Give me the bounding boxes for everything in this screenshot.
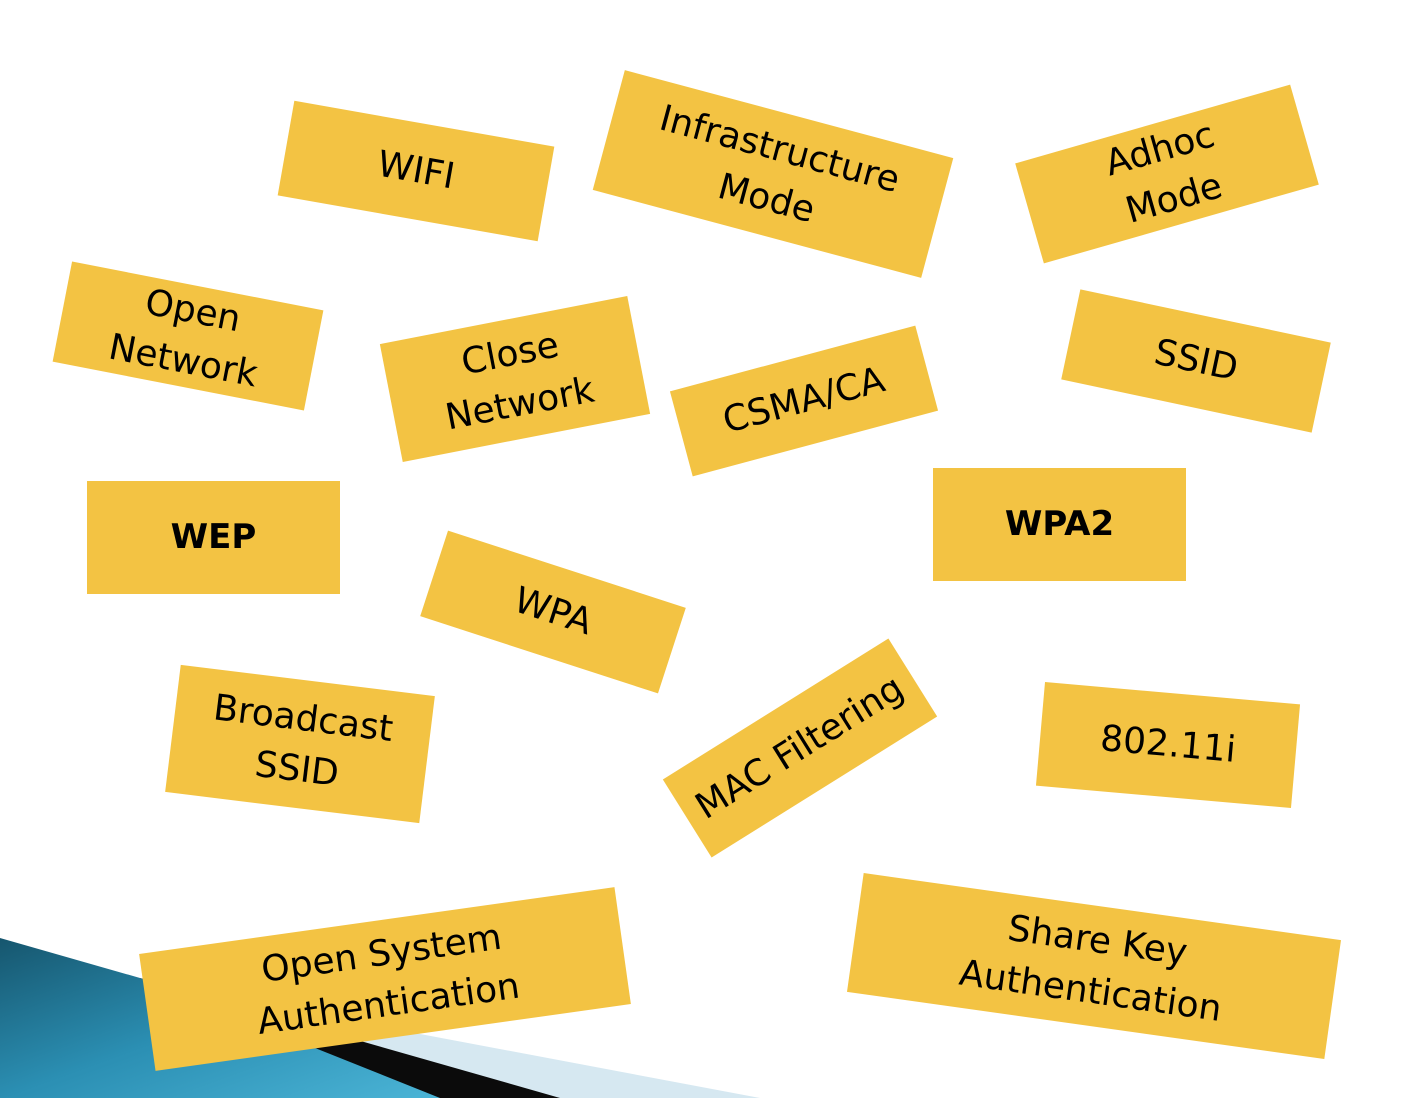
- card-ssid-label: SSID: [1150, 332, 1242, 390]
- card-close-network-label: Close Network: [442, 324, 598, 439]
- card-wep: WEP: [87, 481, 340, 594]
- card-802-11i: 802.11i: [1035, 682, 1301, 808]
- card-wpa-label: WPA: [508, 580, 598, 644]
- card-wpa2: WPA2: [933, 468, 1186, 581]
- card-broadcast-ssid-label: Broadcast SSID: [211, 687, 396, 795]
- card-wep-label: WEP: [170, 517, 257, 558]
- card-wpa2-label: WPA2: [1004, 504, 1115, 545]
- card-802-11i-label: 802.11i: [1098, 718, 1238, 772]
- card-wifi-label: WIFI: [374, 144, 458, 198]
